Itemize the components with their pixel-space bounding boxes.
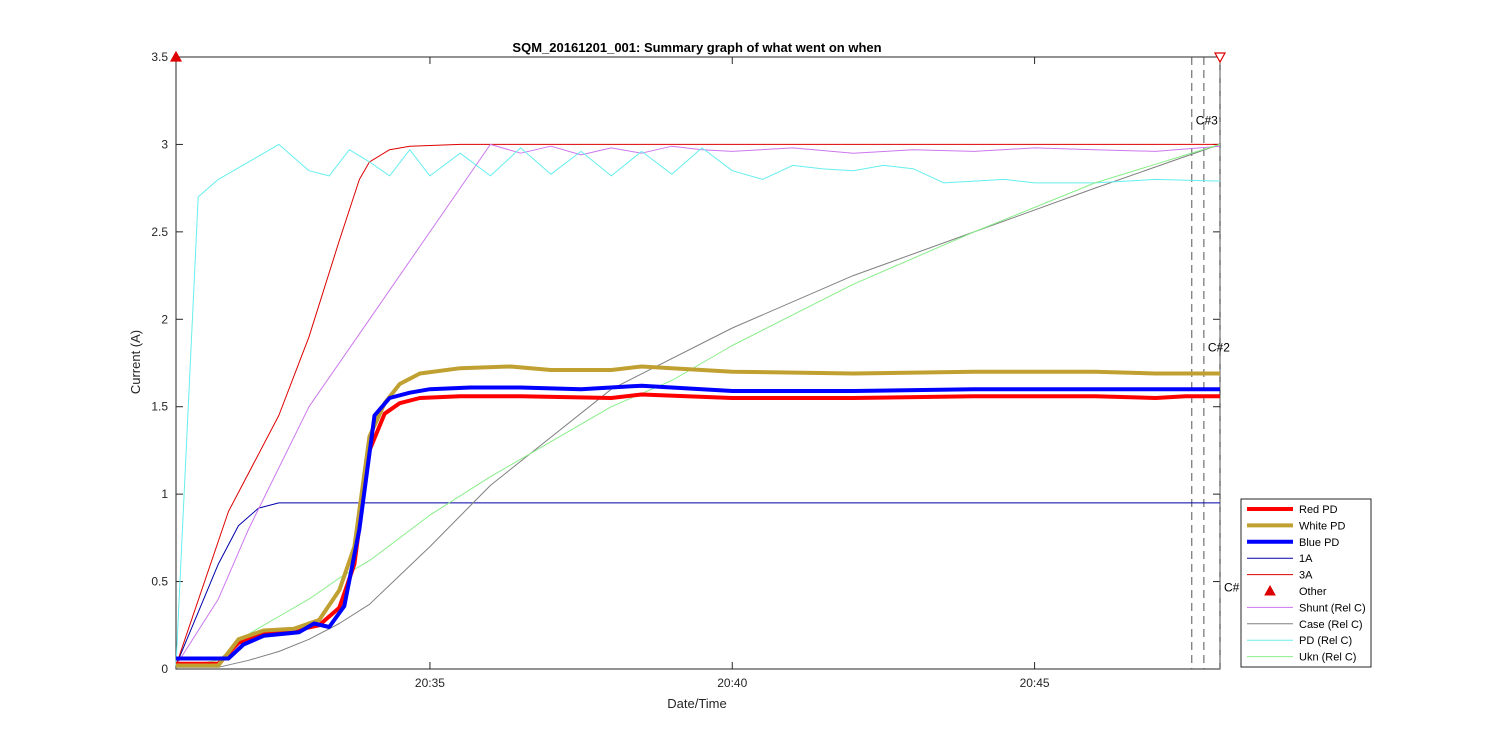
legend-label: White PD bbox=[1299, 520, 1346, 532]
plot-area: 0 0.5 1 1.5 2 2.5 3 3.5 20:35 20:40 20:45 C#3 C#2 C# bbox=[151, 50, 1239, 690]
series-line-pd-rel-c bbox=[175, 143, 1221, 666]
y-tick-label: 1 bbox=[161, 487, 168, 501]
legend-label: Blue PD bbox=[1299, 537, 1339, 549]
legend-label: Other bbox=[1299, 586, 1327, 598]
other-marker bbox=[1213, 52, 1227, 64]
legend-label: 3A bbox=[1299, 570, 1313, 582]
y-tick-label: 3.5 bbox=[151, 50, 168, 64]
y-axis-label: Current (A) bbox=[128, 330, 143, 394]
series-line-ukn-rel-c bbox=[175, 143, 1221, 668]
series-line-red-pd bbox=[176, 392, 1220, 666]
event-annotation: C#2 bbox=[1208, 341, 1230, 355]
series-line-1a bbox=[175, 502, 1220, 666]
x-tick-label: 20:40 bbox=[717, 676, 747, 690]
y-tick-label: 0.5 bbox=[151, 575, 168, 589]
other-marker bbox=[169, 50, 183, 62]
y-tick-label: 2 bbox=[161, 312, 168, 326]
legend-label: 1A bbox=[1299, 553, 1313, 565]
chart-title: SQM_20161201_001: Summary graph of what … bbox=[512, 40, 881, 55]
legend-marker bbox=[1264, 584, 1276, 596]
series-line-white-pd bbox=[176, 364, 1220, 668]
event-annotation: C#3 bbox=[1196, 113, 1218, 127]
series-line-3a bbox=[175, 143, 1220, 666]
series-line-blue-pd bbox=[176, 383, 1220, 661]
legend-label: Ukn (Rel C) bbox=[1299, 652, 1356, 664]
x-tick-label: 20:35 bbox=[415, 676, 445, 690]
y-tick-label: 2.5 bbox=[151, 225, 168, 239]
y-tick-label: 1.5 bbox=[151, 400, 168, 414]
legend-label: Case (Rel C) bbox=[1299, 619, 1363, 631]
legend-label: Red PD bbox=[1299, 504, 1338, 516]
legend-label: PD (Rel C) bbox=[1299, 635, 1352, 647]
series-line-shunt-rel-c bbox=[175, 143, 1221, 666]
x-tick-label: 20:45 bbox=[1020, 676, 1050, 690]
event-annotation: C# bbox=[1224, 580, 1240, 594]
y-tick-label: 3 bbox=[161, 137, 168, 151]
legend: Red PD White PD Blue PD 1A 3A Other Shunt (Rel… bbox=[1240, 498, 1372, 668]
legend-label: Shunt (Rel C) bbox=[1299, 602, 1366, 614]
series-line-case-rel-c bbox=[176, 143, 1221, 668]
x-axis-label: Date/Time bbox=[667, 696, 726, 711]
y-tick-label: 0 bbox=[161, 662, 168, 676]
